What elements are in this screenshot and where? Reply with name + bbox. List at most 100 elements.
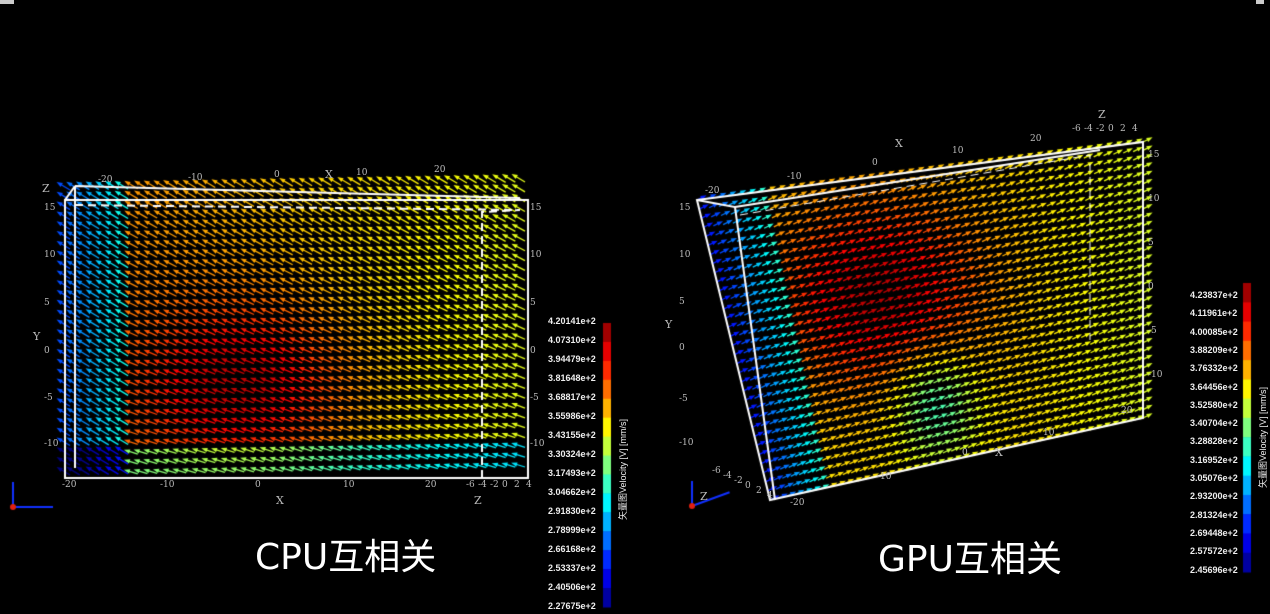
z-tick-label: -6 [466,480,475,490]
x-tick-label: 20 [434,165,446,175]
x-tick-label: 20 [425,480,437,490]
x-tick-label: 10 [952,146,964,156]
z-tick-label: 4 [1132,124,1138,134]
colorbar-label: 2.78999e+2 [548,525,596,535]
x-tick-label: -20 [62,480,77,490]
colorbar-label: 2.40506e+2 [548,582,596,592]
z-tick-label: 0 [1108,124,1114,134]
colorbar-label: 3.16952e+2 [1190,454,1238,465]
y-tick-label: -5 [1148,326,1157,336]
z-tick-label: 0 [502,480,508,490]
x-tick-label: 0 [872,158,878,168]
y-tick-label: 0 [1148,282,1154,292]
colorbar-label: 2.45696e+2 [1190,564,1238,575]
x-tick-label: 10 [343,480,355,490]
cpu-caption: CPU互相关 [255,537,437,578]
x-tick-label: -10 [160,480,175,490]
colorbar-label: 3.64456e+2 [1190,381,1238,392]
y-tick-label: 5 [1148,238,1154,248]
x-tick-label: 0 [274,170,280,180]
z-tick-label: 0 [745,481,751,491]
colorbar-label: 3.40704e+2 [1190,418,1238,429]
x-axis-label: X [895,137,903,150]
gpu-caption: GPU互相关 [878,539,1062,580]
y-tick-label: 10 [1148,194,1160,204]
z-tick-label: -2 [490,480,499,490]
x-tick-label: 10 [1043,428,1055,438]
colorbar-label: 3.17493e+2 [548,468,596,478]
colorbar-label: 2.91830e+2 [548,506,596,516]
colorbar-label: 3.04662e+2 [548,487,596,497]
y-tick-label: 15 [530,203,542,213]
x-tick-label: 0 [962,448,968,458]
z-axis-label: Z [1098,108,1106,121]
colorbar-label: 3.52580e+2 [1190,399,1238,410]
colorbar-label: 2.66168e+2 [548,544,596,554]
x-tick-label: -20 [98,175,113,185]
colorbar-label: 2.81324e+2 [1190,509,1238,520]
z-tick-label: -2 [1096,124,1105,134]
z-tick-label: -4 [723,471,732,481]
y-tick-label: 0 [44,346,50,356]
z-tick-label: 2 [1120,124,1126,134]
x-tick-label: 20 [1030,134,1042,144]
x-tick-label: -10 [877,472,892,482]
x-tick-label: -20 [705,186,720,196]
x-tick-label: 20 [1121,406,1133,416]
z-tick-label: -2 [734,476,743,486]
z-axis-label: Z [700,490,708,503]
colorbar-label: 4.11961e+2 [1190,308,1238,319]
colorbar-label: 3.76332e+2 [1190,363,1238,374]
y-axis-label: Y [33,330,41,343]
y-tick-label: -10 [679,438,694,448]
z-tick-label: 4 [526,480,532,490]
z-axis-label: Z [474,494,482,507]
y-tick-label: -10 [1148,370,1163,380]
y-tick-label: 15 [44,203,56,213]
colorbar-label: 3.81648e+2 [548,373,596,383]
colorbar-label: 2.53337e+2 [548,563,596,573]
y-tick-label: -10 [44,439,59,449]
x-axis-label: X [325,168,333,181]
colorbar-label: 3.88209e+2 [1190,344,1238,355]
y-tick-label: 0 [679,343,685,353]
y-tick-label: 5 [530,298,536,308]
z-tick-label: -4 [1084,124,1093,134]
x-tick-label: -10 [787,172,802,182]
y-tick-label: -5 [530,393,539,403]
x-axis-label: X [995,446,1003,459]
colorbar-label: 3.68817e+2 [548,392,596,402]
x-tick-label: 10 [356,167,368,178]
gpu-colorbar-title: 矢量图Velocity [V] [mm/s] [1258,386,1268,488]
y-tick-label: 5 [679,297,685,307]
z-axis-label: Z [42,182,50,195]
colorbar-label: 4.07310e+2 [548,335,596,345]
y-tick-label: 0 [530,346,536,356]
z-tick-label: -4 [478,480,487,490]
x-tick-label: -20 [790,498,805,508]
x-tick-label: 0 [255,480,261,490]
z-tick-label: -6 [1072,124,1081,134]
colorbar-label: 3.55986e+2 [548,411,596,421]
x-axis-label: X [276,494,284,507]
x-tick-label: -10 [188,172,203,183]
colorbar-label: 4.00085e+2 [1190,326,1238,337]
y-axis-label: Y [665,318,673,331]
y-tick-label: -5 [44,393,53,403]
colorbar-label: 2.57572e+2 [1190,546,1238,557]
y-tick-label: -10 [530,439,545,449]
z-tick-label: -6 [712,466,721,476]
y-tick-label: 15 [679,203,691,213]
colorbar-label: 3.30324e+2 [548,449,596,459]
colorbar-label: 3.43155e+2 [548,430,596,440]
colorbar-label: 2.27675e+2 [548,601,596,611]
colorbar-label: 4.20141e+2 [548,316,596,326]
y-tick-label: 10 [530,250,542,260]
colorbar-label: 3.94479e+2 [548,354,596,364]
z-tick-label: 2 [756,486,762,496]
y-tick-label: 5 [44,298,50,308]
colorbar-label: 3.28828e+2 [1190,436,1238,447]
z-tick-label: 4 [767,491,773,501]
